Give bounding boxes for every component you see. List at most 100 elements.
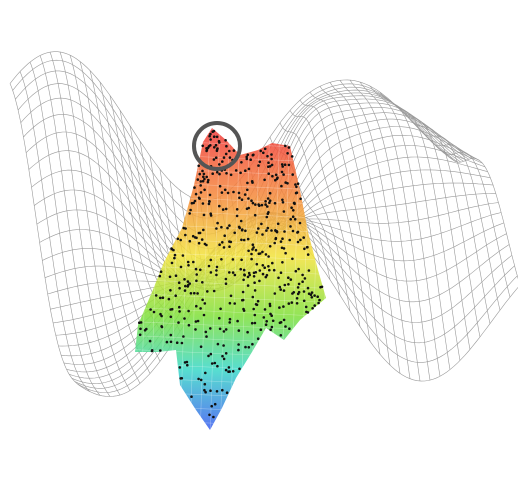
sample-point (170, 334, 173, 337)
sample-point (258, 280, 261, 283)
sample-point (274, 179, 277, 182)
sample-point (210, 405, 213, 408)
sample-point (291, 258, 294, 261)
sample-point (252, 308, 255, 311)
sample-point (187, 285, 190, 288)
sample-point (204, 372, 207, 375)
sample-point (194, 200, 197, 203)
sample-point (220, 226, 223, 229)
sample-point (188, 324, 191, 327)
sample-point (206, 290, 209, 293)
sample-point (277, 277, 280, 280)
sample-point (261, 251, 264, 254)
sample-point (168, 298, 171, 301)
sample-point (257, 164, 260, 167)
sample-point (266, 155, 269, 158)
mesh-line (60, 52, 130, 391)
sample-point (270, 153, 273, 156)
sample-point (161, 326, 164, 329)
sample-point (237, 343, 240, 346)
sample-point (227, 192, 230, 195)
sample-point (184, 289, 187, 292)
sample-point (175, 274, 178, 277)
sample-point (174, 294, 177, 297)
sample-point (295, 192, 298, 195)
sample-point (235, 169, 238, 172)
sample-point (281, 171, 284, 174)
sample-point (260, 223, 263, 226)
sample-point (249, 158, 252, 161)
sample-point (291, 155, 294, 158)
sample-point (253, 281, 256, 284)
sample-point (188, 282, 191, 285)
sample-point (281, 199, 284, 202)
sample-point (299, 222, 302, 225)
sample-point (263, 266, 266, 269)
sample-point (270, 229, 273, 232)
sample-point (241, 299, 244, 302)
sample-point (238, 368, 241, 371)
sample-point (211, 362, 214, 365)
sample-point (225, 278, 228, 281)
sample-point (246, 158, 249, 161)
sample-point (214, 362, 217, 365)
sample-point (318, 299, 321, 302)
sample-point (228, 271, 231, 274)
sample-point (225, 328, 228, 331)
sample-point (271, 262, 274, 265)
sample-point (257, 227, 260, 230)
sample-point (313, 294, 316, 297)
sample-point (251, 322, 254, 325)
sample-point (200, 379, 203, 382)
sample-point (243, 309, 246, 312)
sample-point (270, 158, 273, 161)
sample-point (297, 182, 300, 185)
sample-point (182, 335, 185, 338)
sample-point (216, 136, 219, 139)
sample-point (187, 280, 190, 283)
sample-point (252, 154, 255, 157)
sample-point (218, 163, 221, 166)
sample-point (250, 253, 253, 256)
sample-point (183, 278, 186, 281)
sample-point (178, 281, 181, 284)
sample-point (202, 176, 205, 179)
sample-point (279, 288, 282, 291)
sample-point (225, 153, 228, 156)
sample-point (191, 202, 194, 205)
sample-point (236, 215, 239, 218)
sample-point (280, 334, 283, 337)
sample-point (263, 179, 266, 182)
sample-point (284, 163, 287, 166)
sample-point (228, 240, 231, 243)
sample-point (302, 236, 305, 239)
sample-point (222, 208, 225, 211)
sample-point (296, 231, 299, 234)
sample-point (159, 349, 162, 352)
sample-point (205, 147, 208, 150)
sample-point (169, 289, 172, 292)
sample-point (215, 269, 218, 272)
sample-point (266, 216, 269, 219)
sample-point (259, 150, 262, 153)
sample-point (278, 306, 281, 309)
sample-point (204, 383, 207, 386)
sample-point (201, 145, 204, 148)
sample-point (208, 414, 211, 417)
sample-point (269, 303, 272, 306)
sample-point (291, 301, 294, 304)
sample-point (233, 302, 236, 305)
sample-point (294, 218, 297, 221)
sample-point (208, 265, 211, 268)
sample-point (184, 227, 187, 230)
sample-point (259, 269, 262, 272)
sample-point (208, 203, 211, 206)
sample-point (272, 320, 275, 323)
sample-point (311, 307, 314, 310)
sample-point (215, 156, 218, 159)
sample-point (221, 389, 224, 392)
sample-point (228, 321, 231, 324)
sample-point (252, 243, 255, 246)
sample-point (160, 270, 163, 273)
sample-point (159, 313, 162, 316)
